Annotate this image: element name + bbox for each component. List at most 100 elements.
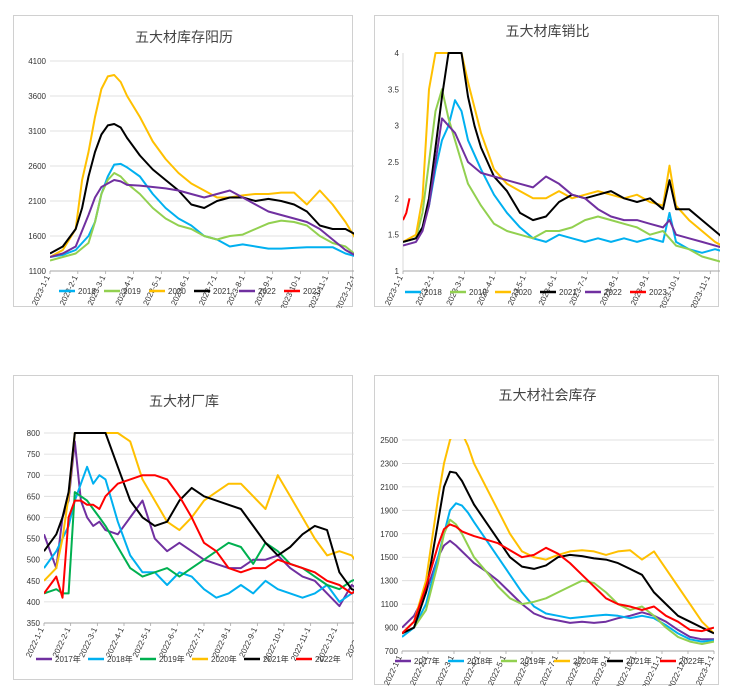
x-tick-label: 2023-12-1 — [334, 274, 354, 308]
y-tick-label: 450 — [27, 577, 41, 586]
legend-label: 2020年 — [573, 656, 599, 666]
x-tick-label: 2023-12-1 — [719, 274, 720, 308]
legend-label: 2022年 — [315, 654, 341, 664]
y-tick-label: 1100 — [29, 267, 47, 276]
series-line-2022年 — [402, 523, 714, 635]
y-tick-label: 4100 — [28, 57, 46, 66]
y-tick-label: 1900 — [380, 506, 398, 515]
legend-label: 2023 — [649, 288, 667, 297]
legend-label: 2021 — [559, 288, 577, 297]
legend-label: 2021年 — [626, 656, 652, 666]
x-tick-label: 2023-1-1 — [383, 274, 405, 307]
chart-svg: 五大材厂库 350 400 450 500 550 600 650 700 750 800 2022-… — [24, 393, 354, 664]
x-tick-label: 2022-1-1 — [382, 654, 404, 686]
y-tick-label: 3.5 — [388, 85, 400, 94]
y-tick-label: 1.5 — [388, 231, 400, 240]
chart-panel-stock-sales-ratio: 五大材库销比 1 1.5 2 2.5 3 3.5 4 2023-1-1 2023-2-1 2023-… — [374, 15, 720, 308]
legend-label: 2020 — [168, 287, 186, 296]
series-line-2021年 — [44, 432, 354, 592]
y-tick-label: 400 — [27, 598, 41, 607]
y-tick-label: 1300 — [380, 577, 398, 586]
y-tick-label: 2500 — [380, 436, 398, 445]
x-tick-label: 2023-3-1 — [445, 274, 467, 307]
y-tick-label: 650 — [27, 492, 41, 501]
legend-label: 2022 — [258, 287, 276, 296]
series-line-2023 — [403, 198, 411, 221]
x-tick-label: 2022-3-1 — [77, 626, 99, 659]
legend-label: 2020年 — [211, 654, 237, 664]
y-tick-label: 900 — [385, 624, 399, 633]
series-line-2018年 — [44, 465, 354, 603]
legend-label: 2018年 — [467, 656, 493, 666]
series-line-2022 — [403, 117, 720, 249]
legend-label: 2018 — [78, 287, 96, 296]
x-tick-label: 2023-6-1 — [537, 274, 559, 307]
y-tick-label: 600 — [27, 513, 41, 522]
y-tick-label: 800 — [27, 429, 41, 438]
y-tick-label: 700 — [385, 647, 399, 656]
y-tick-label: 2 — [395, 194, 400, 203]
y-tick-label: 4 — [395, 49, 400, 58]
y-tick-label: 2100 — [380, 483, 398, 492]
x-tick-label: 2023-9-1 — [629, 274, 651, 307]
x-tick-label: 2022-4-1 — [104, 626, 126, 659]
x-tick-label: 2022-8-1 — [211, 626, 233, 659]
y-tick-label: 500 — [27, 556, 41, 565]
x-tick-label: 2023-1-1 — [30, 274, 52, 307]
y-tick-label: 1500 — [380, 553, 398, 562]
x-tick-label: 2022-11-1 — [289, 626, 313, 663]
chart-title: 五大材社会库存 — [499, 387, 597, 403]
y-tick-label: 2300 — [380, 459, 398, 468]
x-tick-label: 2022-5-1 — [131, 626, 153, 659]
legend-label: 2020 — [514, 288, 532, 297]
series-line-2018年 — [402, 502, 714, 643]
legend-label: 2019年 — [520, 656, 546, 666]
series-line-2022年 — [44, 474, 354, 599]
x-tick-label: 2022-2-1 — [51, 626, 73, 659]
legend-label: 2019 — [469, 288, 487, 297]
legend-label: 2017年 — [55, 654, 81, 664]
y-tick-label: 3600 — [28, 92, 46, 101]
legend-label: 2022 — [604, 288, 622, 297]
legend-label: 2021年 — [263, 654, 289, 664]
series-line-2022 — [50, 179, 354, 258]
legend-label: 2018年 — [107, 654, 133, 664]
chart-panel-factory-inventory: 五大材厂库 350 400 450 500 550 600 650 700 750 800 2022-… — [13, 375, 354, 680]
y-tick-label: 750 — [27, 450, 41, 459]
series-line-2017年 — [44, 440, 354, 608]
x-tick-label: 2022-6-1 — [157, 626, 179, 659]
legend-label: 2017年 — [414, 656, 440, 666]
y-tick-label: 1100 — [381, 600, 399, 609]
series-line-2021 — [50, 123, 354, 255]
y-tick-label: 700 — [27, 471, 41, 480]
x-tick-label: 2022-1-1 — [24, 626, 46, 659]
y-tick-label: 2100 — [28, 197, 46, 206]
chart-title: 五大材厂库 — [149, 393, 219, 409]
x-tick-label: 2022-7-1 — [184, 626, 206, 659]
series-line-2020年 — [402, 439, 714, 635]
chart-panel-social-inventory: 五大材社会库存 700 900 1100 1300 1500 1700 1900 2100 230… — [374, 375, 719, 686]
legend-label: 2019年 — [159, 654, 185, 664]
y-tick-label: 1600 — [28, 232, 46, 241]
y-tick-label: 2.5 — [388, 158, 400, 167]
x-tick-label: 2023-1-1 — [344, 626, 354, 659]
series-line-2019 — [50, 172, 354, 262]
y-tick-label: 1700 — [380, 530, 398, 539]
x-tick-label: 2023-11-1 — [689, 274, 713, 308]
series-line-2021 — [403, 52, 720, 243]
y-tick-label: 2600 — [28, 162, 46, 171]
series-line-2020 — [50, 74, 354, 258]
legend-label: 2021 — [213, 287, 231, 296]
series-line-2018 — [403, 99, 720, 254]
y-tick-label: 350 — [27, 619, 41, 628]
y-tick-label: 1 — [395, 267, 400, 276]
y-tick-label: 3100 — [28, 127, 46, 136]
y-tick-label: 550 — [27, 535, 41, 544]
chart-title: 五大材库销比 — [506, 23, 590, 39]
legend-label: 2018 — [424, 288, 442, 297]
series-line-2019 — [403, 88, 720, 263]
chart-panel-inventory-calendar: 五大材库存阳历 1100 1600 2100 2600 3100 3600 4100 2023-… — [13, 15, 354, 308]
chart-title: 五大材库存阳历 — [135, 29, 233, 45]
legend-label: 2022年 — [679, 656, 705, 666]
